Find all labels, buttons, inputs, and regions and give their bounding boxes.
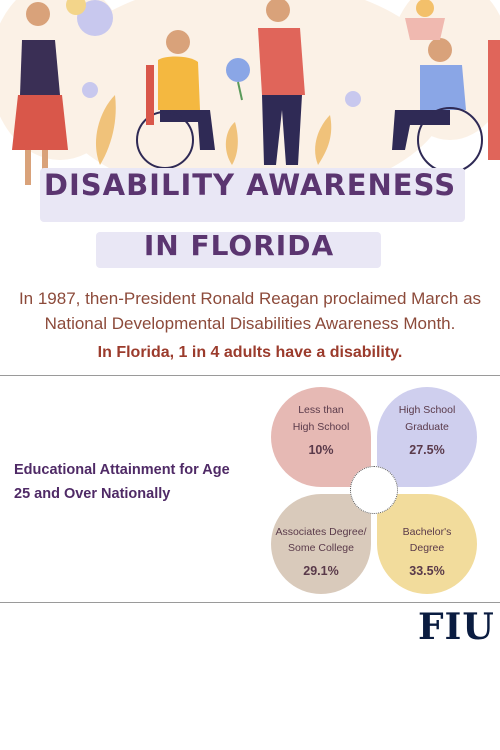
- petal-label: Associates Degree/: [275, 526, 367, 538]
- intro-text: In 1987, then-President Ronald Reagan pr…: [0, 286, 500, 336]
- petal-less-than-high-school: Less than High School 10%: [271, 387, 371, 487]
- people-illustration: [0, 0, 500, 200]
- petal-label: High School: [398, 404, 456, 416]
- petal-label: Graduate: [405, 421, 449, 433]
- page-title: DISABILITY AWARENESS: [43, 168, 457, 202]
- petal-bachelors-degree: Bachelor's Degree 33.5%: [377, 494, 477, 594]
- education-heading: Educational Attainment for Age 25 and Ov…: [14, 462, 230, 502]
- petal-value: 33.5%: [409, 564, 445, 578]
- petal-label: High School: [292, 421, 350, 433]
- title-band: [40, 168, 465, 222]
- petal-label: Bachelor's: [402, 526, 452, 538]
- center-ring: [350, 466, 398, 514]
- page-subtitle: IN FLORIDA: [143, 229, 335, 262]
- petal-label: Less than: [298, 404, 344, 416]
- intro-sentence: In 1987, then-President Ronald Reagan pr…: [18, 289, 482, 333]
- hero-illustration: [0, 0, 500, 200]
- petal-label: Some College: [288, 542, 354, 554]
- subtitle-band: [96, 232, 381, 268]
- fiu-logo: FIU: [418, 606, 495, 648]
- divider-top: [0, 375, 500, 376]
- florida-statistic: In Florida, 1 in 4 adults have a disabil…: [97, 344, 403, 361]
- petal-label: Degree: [409, 542, 445, 554]
- petal-value: 29.1%: [303, 564, 339, 578]
- divider-bottom: [0, 602, 500, 603]
- petal-value: 10%: [308, 443, 334, 457]
- petal-associates-degree: Associates Degree/ Some College 29.1%: [271, 494, 371, 594]
- petal-value: 27.5%: [409, 443, 445, 457]
- petal-high-school-graduate: High School Graduate 27.5%: [377, 387, 477, 487]
